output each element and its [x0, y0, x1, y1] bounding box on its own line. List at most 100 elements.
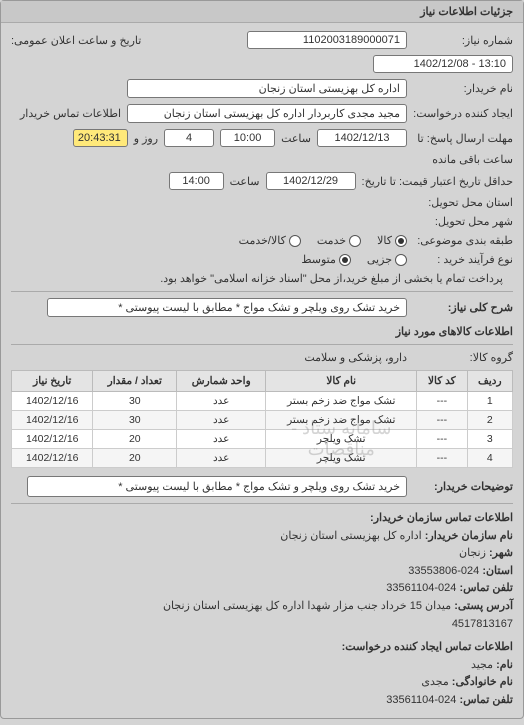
days-remain: 4 [164, 129, 214, 147]
radio-minor-label: جزیی [367, 253, 392, 266]
items-section-title: اطلاعات کالاهای مورد نیاز [11, 325, 513, 338]
separator [11, 344, 513, 345]
contact-phone: 024-33553806 [408, 565, 479, 577]
buyer-name-value: اداره کل بهزیستی استان زنجان [127, 79, 407, 98]
radio-circle-icon [349, 235, 361, 247]
request-no-label: شماره نیاز: [413, 34, 513, 47]
col-qty: تعداد / مقدار [93, 371, 177, 392]
table-cell: تشک مواج ضد زخم بستر [266, 411, 417, 430]
items-table-body: 1---تشک مواج ضد زخم بسترعدد301402/12/162… [12, 392, 513, 468]
deadline-send-date: 1402/12/13 [317, 129, 407, 147]
contact-postal: 4517813167 [452, 618, 513, 630]
delivery-city-label: شهر محل تحویل: [413, 215, 513, 228]
process-type-label: نوع فرآیند خرید : [413, 253, 513, 266]
table-cell: --- [417, 392, 467, 411]
panel-body: شماره نیاز: 1102003189000071 تاریخ و ساع… [1, 23, 523, 718]
valid-until-time: 14:00 [169, 172, 224, 190]
group-value: دارو، پزشکی و سلامت [304, 351, 407, 364]
table-cell: 30 [93, 411, 177, 430]
table-row: 1---تشک مواج ضد زخم بسترعدد301402/12/16 [12, 392, 513, 411]
row-request-no: شماره نیاز: 1102003189000071 تاریخ و ساع… [11, 31, 513, 73]
separator [11, 503, 513, 504]
deadline-time-label: ساعت [281, 132, 311, 145]
row-deadline: مهلت ارسال پاسخ: تا 1402/12/13 ساعت 10:0… [11, 129, 513, 166]
radio-both-label: کالا/خدمت [239, 234, 286, 247]
valid-until-time-label: ساعت [230, 175, 260, 188]
table-cell: --- [417, 430, 467, 449]
table-cell: 1402/12/16 [12, 411, 93, 430]
table-cell: 1402/12/16 [12, 449, 93, 468]
table-cell: 1402/12/16 [12, 392, 93, 411]
panel-header: جزئیات اطلاعات نیاز [1, 1, 523, 23]
valid-until-date: 1402/12/29 [266, 172, 356, 190]
col-unit: واحد شمارش [177, 371, 266, 392]
row-valid-until: حداقل تاریخ اعتبار قیمت: تا تاریخ: 1402/… [11, 172, 513, 190]
table-cell: 3 [467, 430, 512, 449]
requester-value: مجید مجدی کاربردار اداره کل بهزیستی استا… [127, 104, 407, 123]
table-header-row: ردیف کد کالا نام کالا واحد شمارش تعداد /… [12, 371, 513, 392]
requester-label: ایجاد کننده درخواست: [413, 107, 513, 120]
req-family-label: نام خانوادگی: [452, 676, 513, 688]
radio-goods-label: کالا [377, 234, 392, 247]
table-cell: تشک مواج ضد زخم بستر [266, 392, 417, 411]
request-no-value: 1102003189000071 [247, 31, 407, 49]
row-group: گروه کالا: دارو، پزشکی و سلامت [11, 351, 513, 364]
buyer-contact-label: اطلاعات تماس خریدار [20, 107, 121, 120]
buyer-notes-value: خرید تشک روی ویلچر و تشک مواج * مطابق با… [27, 476, 407, 497]
row-budget-class: طبقه بندی موضوعی: کالا خدمت کالا/خدمت [11, 234, 513, 247]
row-need-desc: شرح کلی نیاز: خرید تشک روی ویلچر و تشک م… [11, 298, 513, 317]
deadline-send-time: 10:00 [220, 129, 275, 147]
process-note: پرداخت تمام یا بخشی از مبلغ خرید،از محل … [160, 272, 503, 285]
requester-contact-title: اطلاعات تماس ایجاد کننده درخواست: [342, 641, 513, 653]
col-date: تاریخ نیاز [12, 371, 93, 392]
buyer-name-label: نام خریدار: [413, 82, 513, 95]
req-name: مجید [471, 659, 493, 671]
col-code: کد کالا [417, 371, 467, 392]
col-name: نام کالا [266, 371, 417, 392]
group-label: گروه کالا: [413, 351, 513, 364]
row-delivery-province: استان محل تحویل: [11, 196, 513, 209]
details-panel: جزئیات اطلاعات نیاز شماره نیاز: 11020031… [0, 0, 524, 719]
separator [11, 291, 513, 292]
need-desc-label: شرح کلی نیاز: [413, 301, 513, 314]
radio-service[interactable]: خدمت [317, 234, 361, 247]
days-remain-label: روز و [134, 132, 158, 145]
table-cell: 20 [93, 449, 177, 468]
delivery-province-label: استان محل تحویل: [413, 196, 513, 209]
req-phone: 024-33561104 [386, 694, 456, 706]
contact-org-name: اداره کل بهزیستی استان زنجان [280, 530, 421, 542]
time-remain: 20:43:31 [73, 129, 128, 147]
table-cell: 1402/12/16 [12, 430, 93, 449]
contact-city-label: شهر: [489, 547, 513, 559]
contact-org-title: اطلاعات تماس سازمان خریدار: [370, 512, 513, 524]
row-requester: ایجاد کننده درخواست: مجید مجدی کاربردار … [11, 104, 513, 123]
table-cell: عدد [177, 392, 266, 411]
req-phone-label: تلفن تماس: [459, 694, 513, 706]
row-delivery-city: شهر محل تحویل: [11, 215, 513, 228]
contact-address-label: آدرس پستی: [454, 600, 513, 612]
table-row: 4---تشک ویلچرعدد201402/12/16 [12, 449, 513, 468]
table-row: 2---تشک مواج ضد زخم بسترعدد301402/12/16 [12, 411, 513, 430]
deadline-send-label: مهلت ارسال پاسخ: تا [413, 132, 513, 145]
radio-goods[interactable]: کالا [377, 234, 407, 247]
budget-class-label: طبقه بندی موضوعی: [413, 234, 513, 247]
table-cell: 30 [93, 392, 177, 411]
row-process-type: نوع فرآیند خرید : جزیی متوسط پرداخت تمام… [11, 253, 513, 285]
table-cell: 4 [467, 449, 512, 468]
radio-service-label: خدمت [317, 234, 346, 247]
contact-city: زنجان [459, 547, 486, 559]
process-radio-group: جزیی متوسط [301, 253, 407, 266]
radio-both[interactable]: کالا/خدمت [239, 234, 301, 247]
contact-phone-label: تلفن تماس: [459, 582, 513, 594]
time-remain-label: ساعت باقی مانده [432, 153, 513, 166]
contact-province-label: استان: [482, 565, 513, 577]
table-cell: تشک ویلچرسامانه ستاد - مناقصات [266, 430, 417, 449]
radio-circle-icon [289, 235, 301, 247]
contact-phone2: 024-33561104 [386, 582, 456, 594]
table-row: 3---تشک ویلچرسامانه ستاد - مناقصاتعدد201… [12, 430, 513, 449]
radio-mid[interactable]: متوسط [301, 253, 351, 266]
contact-org-name-label: نام سازمان خریدار: [425, 530, 513, 542]
table-cell: تشک ویلچر [266, 449, 417, 468]
req-name-label: نام: [496, 659, 513, 671]
radio-minor[interactable]: جزیی [367, 253, 407, 266]
